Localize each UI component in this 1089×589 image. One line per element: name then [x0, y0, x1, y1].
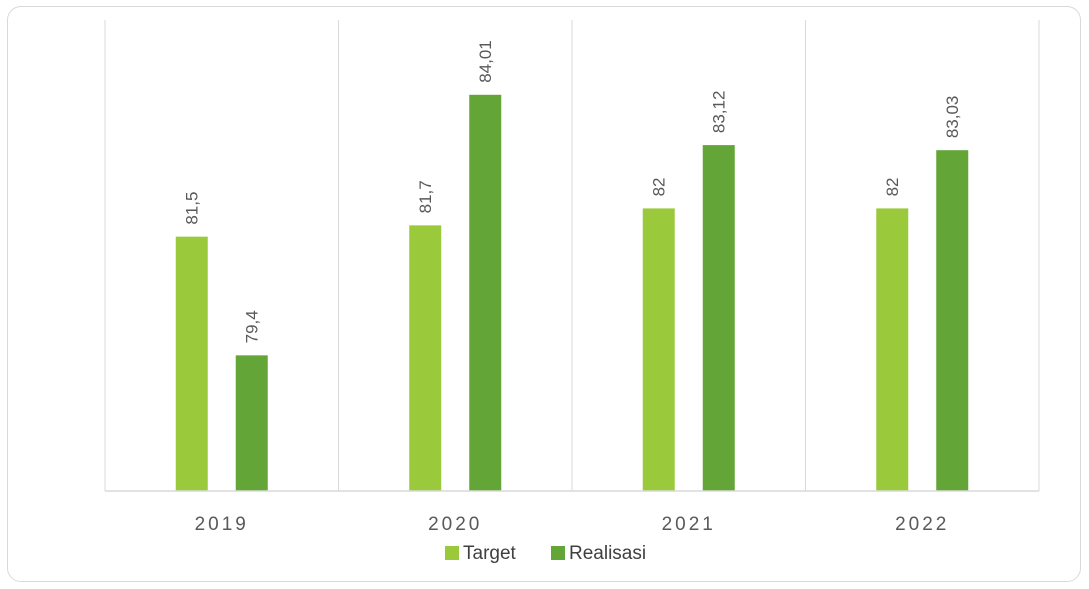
category-label-2022: 2022 — [895, 514, 949, 535]
value-label-realisasi-2022: 83,03 — [943, 96, 962, 139]
value-label-target-2019: 81,5 — [183, 192, 202, 225]
legend-label-target: Target — [463, 543, 517, 564]
category-label-2019: 2019 — [195, 514, 249, 535]
value-label-realisasi-2020: 84,01 — [476, 40, 495, 83]
category-labels-group: 2019 2020 2021 2022 — [195, 514, 949, 535]
bar-realisasi-2020 — [469, 94, 502, 491]
legend-swatch-target — [445, 546, 459, 560]
category-label-2021: 2021 — [662, 514, 716, 535]
bar-realisasi-2019 — [235, 355, 268, 491]
value-label-target-2022: 82 — [883, 177, 902, 196]
bars-group — [175, 94, 969, 492]
legend-swatch-realisasi — [551, 546, 565, 560]
category-gridlines — [104, 20, 1040, 491]
value-label-target-2020: 81,7 — [416, 180, 435, 213]
value-label-target-2021: 82 — [650, 177, 669, 196]
category-label-2020: 2020 — [428, 514, 482, 535]
bar-realisasi-2022 — [936, 150, 969, 492]
value-labels-group: 81,5 79,4 81,7 84,01 82 83,12 82 83,03 — [183, 40, 963, 343]
bar-target-2020 — [409, 225, 442, 491]
bar-target-2021 — [642, 208, 675, 491]
legend-label-realisasi: Realisasi — [569, 543, 646, 564]
bar-target-2019 — [175, 236, 208, 491]
legend: Target Realisasi — [445, 543, 646, 564]
value-label-realisasi-2021: 83,12 — [710, 91, 729, 134]
bar-realisasi-2021 — [702, 145, 735, 491]
value-label-realisasi-2019: 79,4 — [243, 310, 262, 343]
bar-target-2022 — [876, 208, 909, 491]
